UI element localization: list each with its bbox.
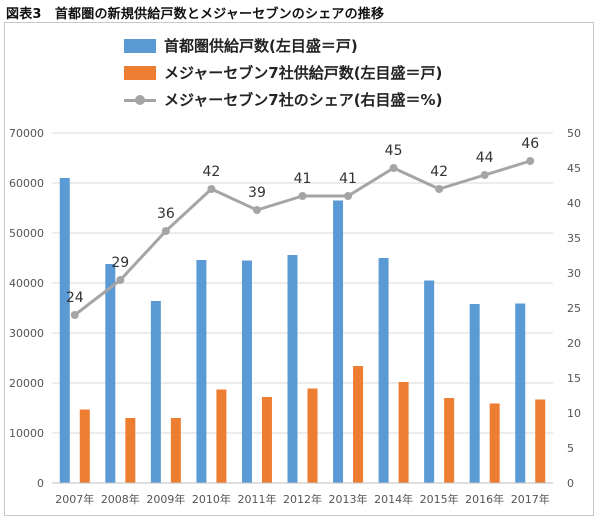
- share-data-label: 24: [66, 290, 84, 306]
- legend-label-seven: メジャーセブン7社供給戸数(左目盛＝戸): [164, 64, 443, 82]
- y-right-tick-label: 10: [567, 407, 581, 420]
- bar-capital-2008年: [105, 264, 116, 483]
- share-point-2012年: [298, 192, 307, 200]
- x-tick-label: 2014年: [374, 492, 413, 506]
- y-left-tick-label: 10000: [9, 427, 44, 440]
- chart-frame: [4, 22, 594, 516]
- x-tick-label: 2012年: [283, 492, 322, 506]
- figure-title: 図表3 首都圏の新規供給戸数とメジャーセブンのシェアの推移: [6, 7, 385, 22]
- share-point-2014年: [389, 164, 398, 172]
- bar-capital-2012年: [287, 255, 298, 483]
- legend-marker-share: [135, 95, 145, 105]
- bar-seven-2010年: [216, 389, 227, 483]
- bar-seven-2017年: [535, 399, 546, 483]
- y-right-tick-label: 30: [567, 267, 581, 280]
- share-point-2009年: [161, 227, 170, 235]
- bar-capital-2015年: [424, 280, 435, 483]
- share-data-label: 46: [521, 136, 539, 152]
- y-left-tick-label: 50000: [9, 227, 44, 240]
- share-data-label: 41: [339, 171, 357, 187]
- x-tick-label: 2007年: [55, 492, 94, 506]
- legend-swatch-capital: [124, 39, 156, 53]
- bar-capital-2016年: [469, 304, 480, 483]
- share-point-2008年: [116, 276, 125, 284]
- bar-capital-2010年: [196, 260, 207, 483]
- bar-seven-2012年: [307, 388, 318, 483]
- bar-seven-2015年: [444, 398, 455, 483]
- bar-capital-2009年: [150, 301, 161, 483]
- share-point-2016年: [480, 171, 489, 179]
- x-tick-label: 2017年: [511, 492, 550, 506]
- y-left-tick-label: 30000: [9, 327, 44, 340]
- share-data-label: 44: [476, 150, 494, 166]
- bar-seven-2014年: [398, 382, 409, 483]
- legend-swatch-seven: [124, 66, 156, 80]
- y-right-tick-label: 15: [567, 372, 581, 385]
- bar-seven-2009年: [170, 418, 181, 483]
- bar-seven-2007年: [79, 409, 90, 483]
- bar-capital-2013年: [333, 200, 344, 483]
- bar-seven-2016年: [489, 403, 500, 483]
- y-left-tick-label: 70000: [9, 127, 44, 140]
- bar-capital-2014年: [378, 258, 389, 483]
- y-right-tick-label: 35: [567, 232, 581, 245]
- y-left-tick-label: 60000: [9, 177, 44, 190]
- legend-label-capital: 首都圏供給戸数(左目盛＝戸): [164, 37, 358, 55]
- x-tick-label: 2016年: [465, 492, 504, 506]
- x-tick-label: 2011年: [237, 492, 276, 506]
- legend-label-share: メジャーセブン7社のシェア(右目盛＝%): [164, 91, 443, 109]
- x-tick-label: 2015年: [420, 492, 459, 506]
- share-point-2015年: [435, 185, 444, 193]
- x-tick-label: 2010年: [192, 492, 231, 506]
- share-point-2010年: [207, 185, 216, 193]
- y-right-tick-label: 40: [567, 197, 581, 210]
- bar-seven-2008年: [125, 418, 136, 483]
- y-right-tick-label: 20: [567, 337, 581, 350]
- x-tick-label: 2009年: [146, 492, 185, 506]
- share-data-label: 42: [202, 164, 220, 180]
- bar-seven-2013年: [353, 366, 364, 483]
- y-left-tick-label: 40000: [9, 277, 44, 290]
- y-right-tick-label: 0: [567, 477, 574, 490]
- y-right-tick-label: 25: [567, 302, 581, 315]
- y-left-tick-label: 0: [37, 477, 44, 490]
- share-data-label: 42: [430, 164, 448, 180]
- y-right-tick-label: 5: [567, 442, 574, 455]
- x-tick-label: 2013年: [329, 492, 368, 506]
- y-left-tick-label: 20000: [9, 377, 44, 390]
- share-data-label: 39: [248, 185, 266, 201]
- share-data-label: 45: [385, 143, 403, 159]
- x-tick-label: 2008年: [101, 492, 140, 506]
- bar-capital-2007年: [59, 178, 70, 483]
- share-point-2017年: [526, 157, 535, 165]
- share-data-label: 41: [294, 171, 312, 187]
- share-point-2011年: [252, 206, 261, 214]
- bar-seven-2011年: [261, 397, 272, 483]
- share-data-label: 29: [111, 255, 129, 271]
- share-data-label: 36: [157, 206, 175, 222]
- share-point-2007年: [70, 311, 79, 319]
- share-point-2013年: [344, 192, 353, 200]
- bar-capital-2011年: [241, 260, 252, 483]
- bar-capital-2017年: [515, 303, 526, 483]
- y-right-tick-label: 50: [567, 127, 581, 140]
- y-right-tick-label: 45: [567, 162, 581, 175]
